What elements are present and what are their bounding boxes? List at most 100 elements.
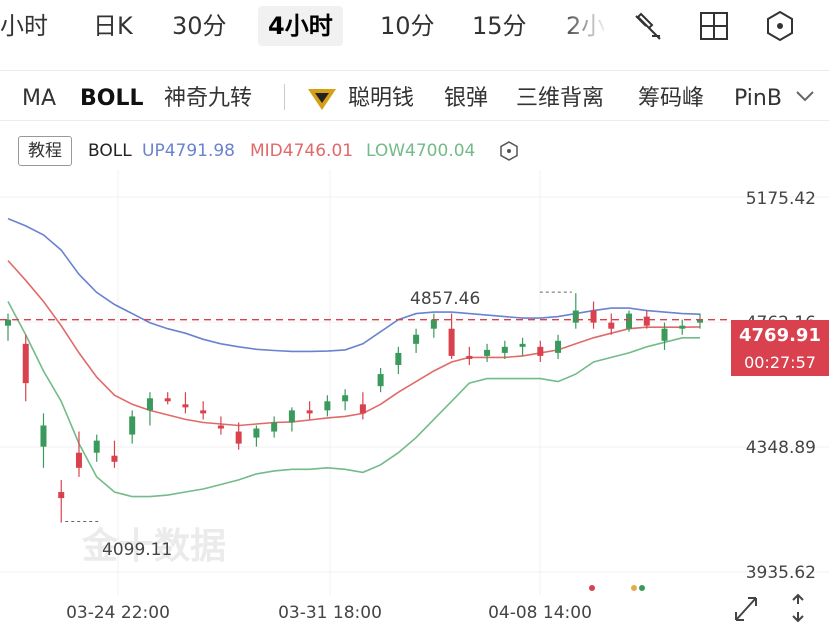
event-marker[interactable] <box>639 585 645 591</box>
expand-icon[interactable] <box>732 592 760 624</box>
candle-body <box>58 492 65 499</box>
candle <box>200 401 207 420</box>
tutorial-button[interactable]: 教程 <box>18 136 72 166</box>
divider <box>0 120 829 121</box>
period-tabs: 小时 日K 30分 4小时 10分 15分 2小 <box>0 0 829 52</box>
candle-body <box>537 346 544 356</box>
candle-body <box>519 343 526 347</box>
candle-body <box>93 440 100 453</box>
tab-30min[interactable]: 30分 <box>172 12 227 40</box>
candle-body <box>572 310 579 323</box>
candle <box>697 313 703 329</box>
tab-daily[interactable]: 日K <box>93 12 133 40</box>
x-axis-label: 04-08 14:00 <box>488 603 592 623</box>
indicator-3d-divergence[interactable]: 三维背离 <box>516 86 605 111</box>
grid-layout-icon[interactable] <box>698 10 730 42</box>
candles <box>5 293 703 523</box>
boll-chart[interactable]: 金十数据 5175.42 4762.16 4348.89 3935.62 03-… <box>0 170 829 630</box>
candle <box>164 392 171 405</box>
candle-body <box>253 428 260 438</box>
candle-body <box>342 395 349 402</box>
candle-body <box>430 319 437 329</box>
current-price-label: 4769.91 <box>739 325 821 346</box>
candle-body <box>448 328 455 356</box>
candle <box>217 416 224 435</box>
candle <box>235 422 242 450</box>
indicator-pinbar[interactable]: PinB <box>734 86 782 111</box>
candle-body <box>182 404 189 408</box>
chart-overlay <box>0 291 731 523</box>
candle-body <box>501 346 508 353</box>
y-axis-label: 3935.62 <box>746 563 816 583</box>
settings-icon[interactable] <box>764 10 796 42</box>
candle <box>395 346 402 375</box>
candle-body <box>288 410 295 423</box>
separator <box>284 84 285 110</box>
candle-body <box>111 455 118 462</box>
candle-body <box>217 425 224 429</box>
tab-1h[interactable]: 小时 <box>0 12 48 40</box>
candle <box>626 310 633 332</box>
tab-fade <box>560 0 620 52</box>
vertical-scale-icon[interactable] <box>784 592 812 624</box>
indicator-td-sequential[interactable]: 神奇九转 <box>164 86 253 111</box>
candle <box>537 340 544 362</box>
settings-icon[interactable] <box>498 140 520 162</box>
candle-body <box>5 319 11 326</box>
candle-body <box>413 334 420 344</box>
candle-body <box>555 340 562 353</box>
legend-mid: MID4746.01 <box>250 141 354 161</box>
candle <box>253 425 260 447</box>
indicator-chip-peak[interactable]: 筹码峰 <box>638 86 705 111</box>
candle-body <box>679 325 686 329</box>
candle <box>484 343 491 362</box>
legend-up: UP4791.98 <box>142 141 235 161</box>
candle-body <box>608 322 615 329</box>
candle-body <box>22 343 29 384</box>
candle <box>448 313 455 359</box>
bollinger-bands <box>7 217 701 498</box>
candle-body <box>661 328 668 341</box>
draw-tool-icon[interactable] <box>632 10 664 42</box>
candle <box>324 395 331 417</box>
candle-body <box>271 422 278 432</box>
candle <box>413 328 420 353</box>
candle-body <box>164 398 171 402</box>
candle <box>5 313 11 341</box>
candle <box>75 431 82 477</box>
candle <box>608 313 615 335</box>
y-axis-label: 5175.42 <box>746 189 816 209</box>
y-axis-label: 4348.89 <box>746 438 816 458</box>
candle-body <box>324 401 331 411</box>
chevron-down-icon[interactable] <box>794 88 816 104</box>
candle <box>466 346 473 365</box>
legend-low: LOW4700.04 <box>366 141 476 161</box>
divider <box>0 70 829 71</box>
x-axis-label: 03-24 22:00 <box>66 603 170 623</box>
candle-body <box>484 349 491 356</box>
candle <box>555 334 562 359</box>
candle <box>146 392 153 426</box>
tab-10min[interactable]: 10分 <box>380 12 435 40</box>
event-marker[interactable] <box>589 585 595 591</box>
candle <box>40 413 47 468</box>
candle-body <box>697 319 703 323</box>
indicator-smart-money[interactable]: 聪明钱 <box>348 86 415 111</box>
legend-name: BOLL <box>88 141 132 161</box>
candle-body <box>75 452 82 468</box>
indicator-boll[interactable]: BOLL <box>80 86 144 111</box>
candle <box>306 401 313 420</box>
indicator-ma[interactable]: MA <box>22 86 57 111</box>
candle <box>359 392 366 420</box>
candle-body <box>146 398 153 411</box>
event-marker[interactable] <box>631 585 637 591</box>
max-price-annotation: 4857.46 <box>410 289 480 309</box>
tab-4h[interactable]: 4小时 <box>258 6 343 46</box>
candle <box>288 407 295 432</box>
tab-15min[interactable]: 15分 <box>472 12 527 40</box>
middle-band-line <box>7 260 701 427</box>
countdown-label: 00:27:57 <box>744 353 816 372</box>
upper-band-line <box>7 217 701 353</box>
candle-body <box>466 355 473 359</box>
indicator-silver-bullet[interactable]: 银弹 <box>444 86 489 111</box>
